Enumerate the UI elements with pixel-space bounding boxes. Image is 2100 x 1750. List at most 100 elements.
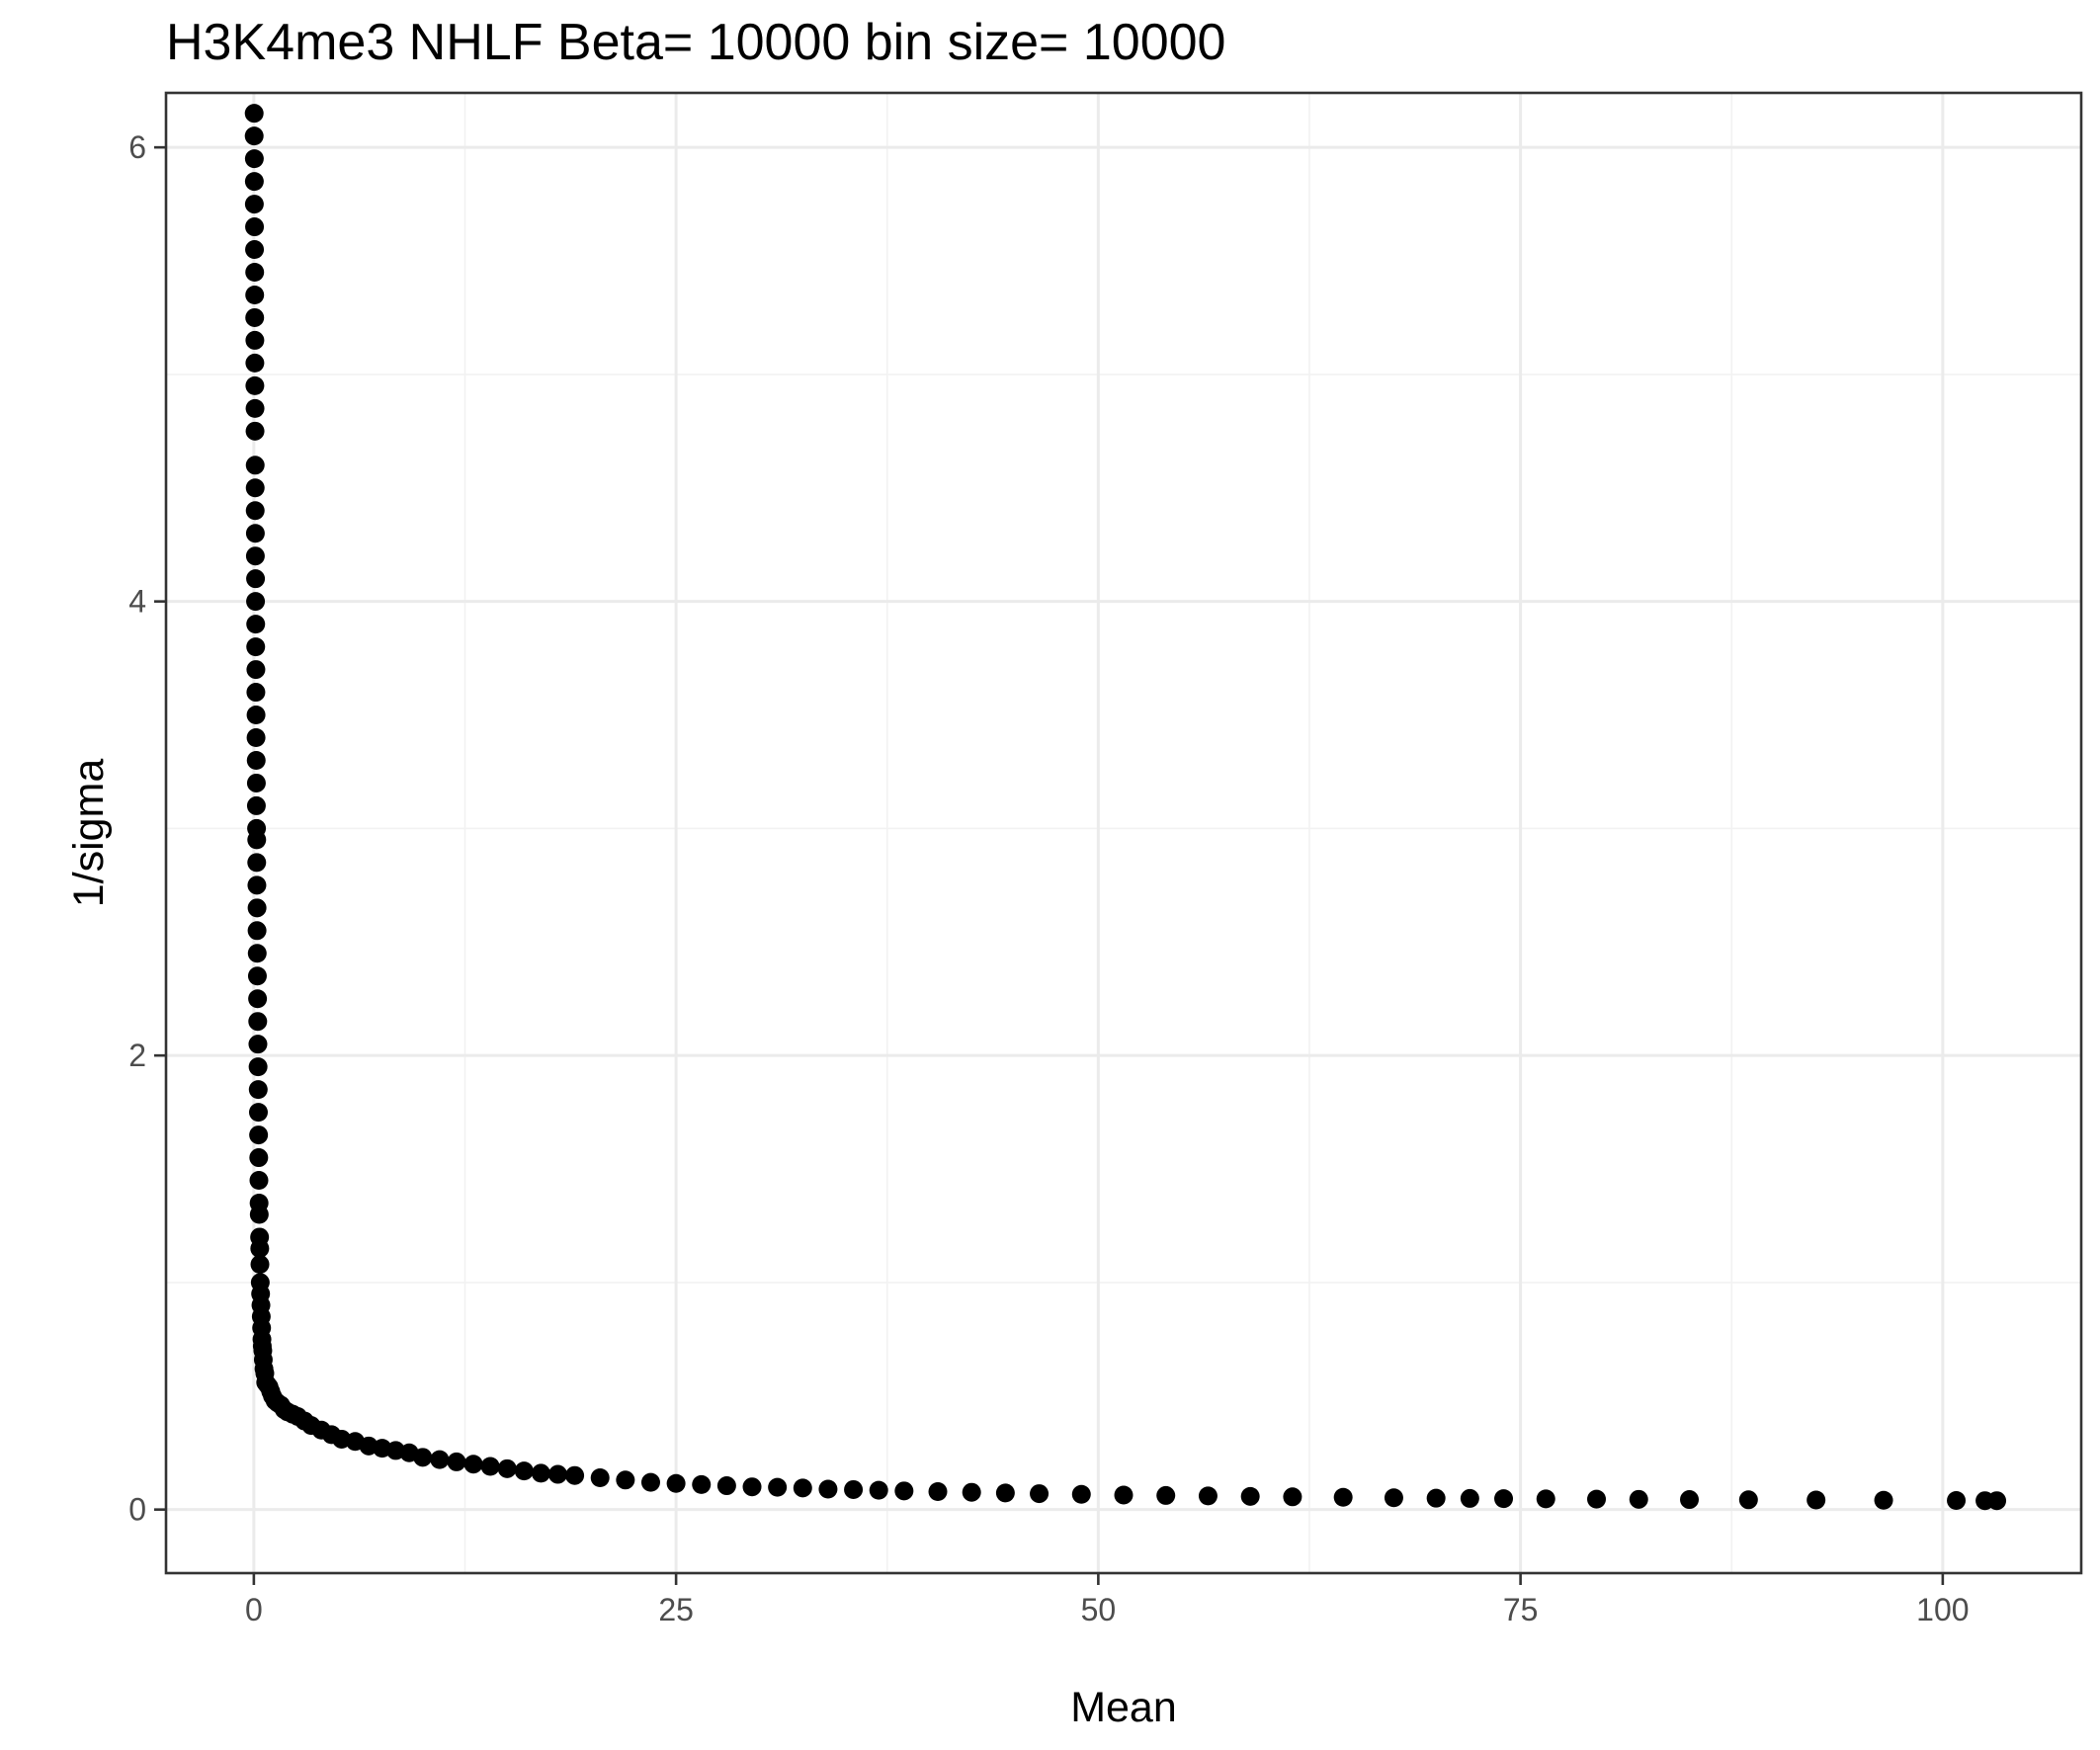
data-point (1030, 1484, 1050, 1504)
data-point (1587, 1489, 1607, 1509)
x-tick-label: 0 (245, 1592, 263, 1627)
data-point (463, 1455, 483, 1474)
data-point (248, 1057, 268, 1077)
data-point (248, 1035, 268, 1054)
data-point (250, 1255, 270, 1275)
data-point (248, 1080, 268, 1100)
data-point (1114, 1485, 1134, 1505)
data-point (247, 944, 267, 963)
data-point (245, 546, 265, 566)
data-point (246, 569, 266, 589)
data-point (246, 795, 266, 815)
data-point (246, 637, 266, 657)
y-tick-label: 4 (128, 584, 146, 620)
y-axis-title: 1/sigma (65, 759, 113, 908)
data-point (962, 1482, 981, 1502)
data-point (1947, 1490, 1967, 1510)
data-point (1198, 1486, 1218, 1506)
data-point (692, 1474, 712, 1494)
grid-lines (166, 93, 2081, 1573)
data-point (245, 353, 265, 373)
data-point (1156, 1485, 1176, 1505)
data-point (1680, 1490, 1700, 1510)
data-point (1384, 1488, 1403, 1508)
data-point (547, 1464, 567, 1484)
data-point (514, 1461, 534, 1481)
data-point (1874, 1490, 1893, 1510)
data-point (1333, 1487, 1353, 1507)
data-point (413, 1448, 433, 1467)
data-point (869, 1480, 888, 1500)
data-point (248, 1103, 268, 1123)
data-point (246, 592, 266, 612)
data-point (249, 1125, 269, 1145)
data-point (844, 1479, 864, 1499)
data-point (249, 1171, 269, 1191)
data-point (245, 398, 265, 418)
y-tick-label: 6 (128, 129, 146, 165)
data-point (1987, 1491, 2007, 1511)
x-tick-label: 75 (1503, 1592, 1539, 1627)
x-tick-label: 50 (1081, 1592, 1117, 1627)
data-point (1426, 1488, 1446, 1508)
data-point (246, 728, 266, 748)
axis-ticks (154, 145, 1945, 1585)
data-point (245, 307, 265, 327)
data-point (716, 1476, 736, 1496)
data-point (246, 660, 266, 680)
data-point (244, 126, 264, 146)
data-point (244, 104, 264, 124)
data-point (247, 830, 267, 850)
data-point (768, 1477, 788, 1497)
data-point (793, 1478, 812, 1498)
tick-labels: 0 25 50 75 100 0 2 4 6 (128, 129, 1969, 1627)
data-point (928, 1482, 948, 1502)
data-point (249, 1148, 269, 1168)
data-point (248, 989, 268, 1009)
data-point (590, 1468, 610, 1488)
data-point (245, 217, 265, 237)
data-point (497, 1458, 517, 1478)
y-tick-label: 2 (128, 1038, 146, 1073)
panel-border (164, 91, 2083, 1575)
data-point (616, 1470, 635, 1490)
chart-title: H3K4me3 NHLF Beta= 10000 bin size= 10000 (166, 14, 1225, 71)
data-point (565, 1465, 585, 1485)
data-point (245, 524, 265, 543)
data-point (245, 501, 265, 521)
data-point (480, 1457, 500, 1476)
data-point (250, 1238, 270, 1258)
data-point (249, 1205, 269, 1224)
data-point (1283, 1487, 1302, 1507)
data-point (245, 330, 265, 350)
y-tick-label: 0 (128, 1492, 146, 1528)
data-point (244, 149, 264, 169)
data-point (245, 240, 265, 260)
data-point (246, 615, 266, 634)
data-point (247, 966, 267, 986)
data-point (1629, 1489, 1648, 1509)
data-point (430, 1450, 450, 1469)
data-point (247, 853, 267, 873)
data-point (1738, 1490, 1758, 1510)
data-point (245, 478, 265, 498)
data-point (245, 375, 265, 395)
data-point (531, 1463, 550, 1483)
data-point (447, 1452, 466, 1471)
data-point (995, 1483, 1015, 1503)
data-point (247, 875, 267, 895)
data-point (1536, 1489, 1555, 1509)
data-point (244, 172, 264, 192)
data-points (244, 104, 2007, 1511)
data-point (1240, 1486, 1260, 1506)
data-point (1806, 1490, 1826, 1510)
data-point (246, 750, 266, 770)
data-point (246, 773, 266, 792)
data-point (245, 263, 265, 283)
data-point (666, 1473, 686, 1493)
data-point (247, 898, 267, 918)
x-tick-label: 100 (1916, 1592, 1969, 1627)
data-point (1460, 1488, 1479, 1508)
x-tick-label: 25 (658, 1592, 694, 1627)
